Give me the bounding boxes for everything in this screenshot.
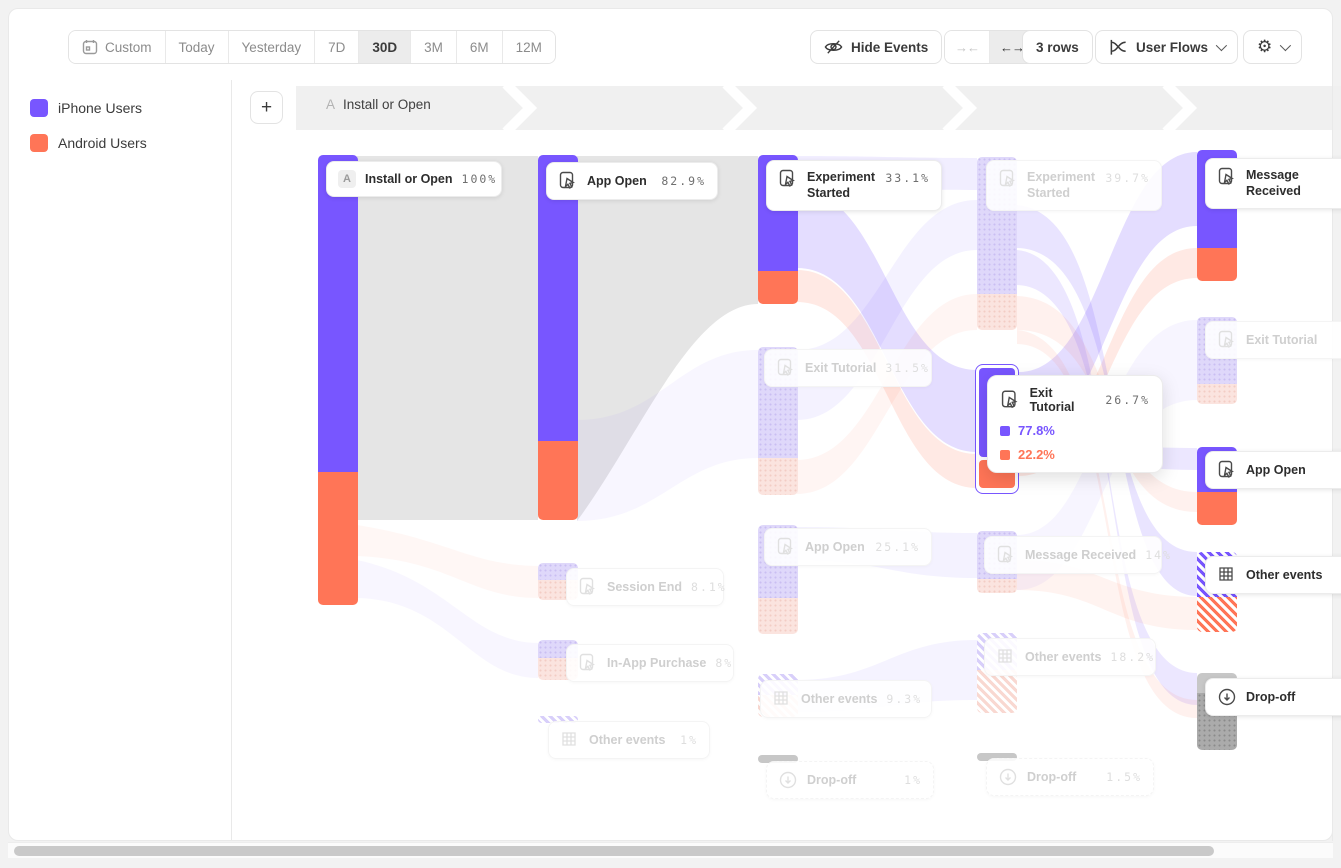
date-range-custom[interactable]: Custom [69,31,166,63]
tooltip-row-iphone: 77.8% [1000,423,1150,438]
iphone-users-swatch [1000,425,1010,436]
breadcrumb-chevron-icon [1162,80,1198,136]
expand-collapse-control: →← ←→ [944,30,1035,64]
node-card-exit-tutorial[interactable]: Exit Tutorial 31.5% [764,349,932,387]
chevron-down-icon [1215,39,1228,52]
node-card-other-events-2[interactable]: Other events 9.3% [760,680,932,718]
grid-icon [562,732,576,746]
tooltip-title: Exit Tutorial [1029,386,1075,414]
android-users-label: Android Users [58,135,147,151]
node-card-drop-off[interactable]: Drop-off 1% [766,761,934,799]
user-flows-icon [1110,39,1126,55]
sidebar-divider [231,80,232,841]
grid-icon [774,691,788,705]
event-click-icon [997,545,1013,563]
node-card-exit-tutorial-2[interactable]: Exit Tutorial [1205,321,1341,359]
grid-icon [1219,567,1233,581]
node-card-message-received[interactable]: Message Received 14% [984,536,1170,574]
event-click-icon [777,358,793,376]
iphone-users-label: iPhone Users [58,100,143,116]
add-step-button[interactable]: + [250,91,283,124]
date-range-3m[interactable]: 3M [411,31,457,63]
node-bar-app-open[interactable] [538,155,578,520]
date-range-6m[interactable]: 6M [456,31,503,63]
tooltip-percent: 26.7% [1105,393,1150,407]
horizontal-scrollbar-track[interactable] [8,842,1333,858]
node-bar-drop-off-2[interactable] [977,753,1017,761]
node-card-other-events-3[interactable]: Other events 18.2% [984,638,1156,676]
node-card-app-open-2[interactable]: App Open 25.1% [764,528,932,566]
step-breadcrumb-band[interactable] [296,86,1341,130]
node-card-other-events[interactable]: Other events 1% [548,721,710,759]
node-card-install-or-open[interactable]: A Install or Open 100% [326,161,502,197]
event-click-icon [1218,167,1234,185]
exit-tutorial-tooltip: Exit Tutorial 26.7% 77.8% 22.2% [987,375,1163,473]
drop-off-icon [999,768,1017,786]
tooltip-row-android: 22.2% [1000,447,1150,462]
date-range-12m[interactable]: 12M [502,31,555,63]
calendar-icon [82,40,98,55]
event-click-icon [579,653,595,671]
rows-label: 3 rows [1036,39,1079,55]
node-card-session-end[interactable]: Session End 8.1% [566,568,725,606]
node-card-experiment-started[interactable]: Experiment Started 33.1% [766,160,942,211]
breadcrumb-chevron-icon [942,80,978,136]
date-range-7d[interactable]: 7D [315,31,360,63]
node-card-drop-off-3[interactable]: Drop-off [1205,678,1341,716]
node-bar-drop-off[interactable] [758,755,798,763]
view-selector-button[interactable]: User Flows [1095,30,1239,64]
hide-events-button[interactable]: Hide Events [810,30,943,64]
gear-icon: ⚙ [1257,37,1273,57]
node-card-in-app-purchase[interactable]: In-App Purchase 8% [566,644,734,682]
breadcrumb-step-1[interactable]: A Install or Open [326,97,431,112]
grid-icon [998,649,1012,663]
breadcrumb-chevron-icon [502,80,538,136]
event-click-icon [1218,460,1234,478]
chevron-down-icon [1280,39,1292,52]
node-card-app-open-3[interactable]: App Open [1205,451,1341,489]
event-click-icon [779,169,795,187]
legend-item-iphone-users[interactable]: iPhone Users [30,99,142,117]
event-click-icon [999,169,1015,187]
eye-off-icon [824,40,843,54]
node-card-drop-off-2[interactable]: Drop-off 1.5% [986,758,1154,796]
step-letter: A [326,97,336,112]
drop-off-icon [779,771,797,789]
date-range-30d[interactable]: 30D [359,31,412,63]
node-card-app-open[interactable]: App Open 82.9% [546,162,718,200]
node-bar-install-or-open[interactable] [318,155,358,605]
horizontal-scrollbar-thumb[interactable] [14,846,1214,856]
step-a-badge: A [338,170,356,188]
android-users-swatch [30,134,48,152]
collapse-columns-button[interactable]: →← [945,31,990,63]
date-range-today[interactable]: Today [165,31,229,63]
node-card-other-events-4[interactable]: Other events [1205,556,1341,594]
node-card-experiment-started-2[interactable]: Experiment Started 39.7% [986,160,1162,211]
legend-item-android-users[interactable]: Android Users [30,134,147,152]
node-bar-other-events[interactable] [538,716,578,723]
step-label: Install or Open [343,97,431,112]
android-users-swatch [1000,449,1010,460]
event-click-icon [1218,330,1234,348]
event-click-icon [559,171,575,189]
event-click-icon [579,577,595,595]
event-click-icon [1001,390,1018,409]
node-card-message-received-2[interactable]: Message Received [1205,158,1341,209]
view-selector-label: User Flows [1136,39,1209,55]
drop-off-icon [1218,688,1236,706]
rows-button[interactable]: 3 rows [1022,30,1093,64]
iphone-users-swatch [30,99,48,117]
event-click-icon [777,537,793,555]
hide-events-label: Hide Events [851,39,929,55]
breadcrumb-chevron-icon [722,80,758,136]
date-range-control: Custom Today Yesterday 7D 30D 3M 6M 12M [68,30,556,64]
settings-button[interactable]: ⚙ [1243,30,1303,64]
date-range-yesterday[interactable]: Yesterday [228,31,316,63]
date-range-label: Custom [105,39,152,55]
